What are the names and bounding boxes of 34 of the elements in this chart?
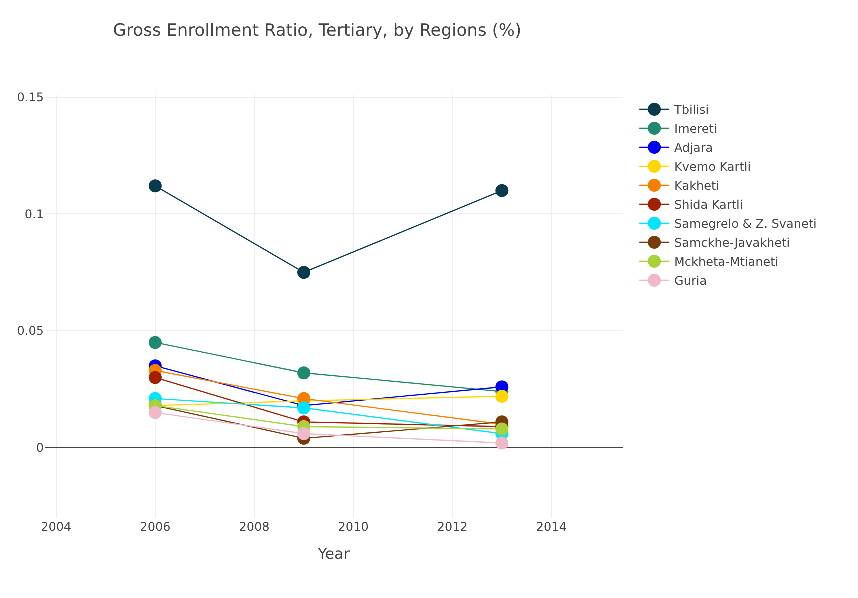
point: [496, 390, 509, 403]
point: [298, 427, 311, 440]
point: [298, 366, 311, 380]
legend-label: Samckhe-Javakheti: [674, 236, 790, 250]
legend-label: Mckheta-Mtianeti: [674, 255, 779, 270]
y-tick-label: 0.05: [17, 324, 44, 338]
x-axis-title: Year: [317, 545, 351, 563]
legend-label: Shida Kartli: [674, 198, 744, 212]
point: [496, 422, 509, 436]
x-tick-label: 2012: [437, 520, 468, 534]
x-tick-label: 2010: [338, 520, 369, 534]
legend-label: Guria: [674, 274, 708, 288]
point: [298, 266, 311, 280]
point: [496, 436, 509, 450]
x-tick-label: 2006: [140, 520, 171, 534]
legend-label: Tbilisi: [674, 103, 710, 118]
legend-label: Imereti: [674, 122, 718, 136]
point: [148, 336, 162, 350]
point: [496, 184, 509, 198]
point: [148, 371, 162, 384]
legend-label: Kvemo Kartli: [674, 160, 752, 174]
y-tick-label: 0: [36, 441, 44, 456]
legend-label: Adjara: [674, 141, 714, 156]
point: [148, 180, 162, 193]
y-tick-label: 0.15: [17, 90, 44, 105]
x-tick-label: 2004: [41, 520, 72, 534]
point: [298, 402, 311, 415]
point: [148, 406, 162, 420]
x-tick-label: 2014: [536, 520, 567, 534]
legend-label: Samegrelo & Z. Svaneti: [674, 217, 817, 232]
chart-title: Gross Enrollment Ratio, Tertiary, by Regions (%): [113, 20, 522, 41]
x-tick-label: 2008: [239, 520, 270, 534]
legend-label: Kakheti: [674, 179, 720, 194]
y-tick-label: 0.1: [24, 207, 44, 222]
